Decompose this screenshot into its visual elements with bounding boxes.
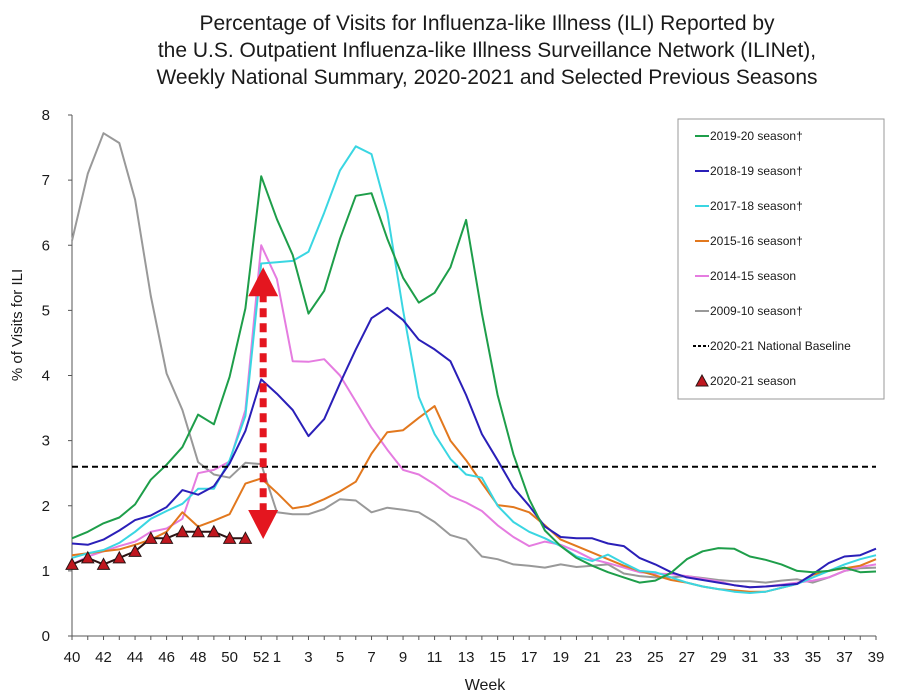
x-tick-label: 31: [742, 649, 759, 666]
x-tick-label: 44: [127, 649, 144, 666]
series-point: [159, 531, 174, 544]
x-tick-label: 50: [221, 649, 238, 666]
series-line: [71, 132, 877, 584]
legend-item: 2018-19 season†: [695, 164, 803, 178]
legend-swatch: [695, 373, 709, 387]
legend-item: 2009-10 season†: [695, 304, 803, 318]
x-axis: 40 42 44 46 48 50 52 1 3 5 7 9 11 13 15 17 19 21 23 25 27 29 3…: [64, 635, 885, 666]
legend-item: 2017-18 season†: [695, 199, 803, 213]
series-point: [238, 531, 253, 544]
legend-item: 2020-21 season: [695, 373, 796, 388]
x-tick-label: 52: [253, 649, 270, 666]
x-tick-label: 35: [805, 649, 822, 666]
series-point: [112, 550, 127, 564]
legend-label: 2020-21 National Baseline: [710, 339, 851, 353]
x-tick-label: 7: [367, 649, 375, 666]
x-tick-label: 48: [190, 649, 207, 666]
annotation-arrow-up: [248, 267, 279, 297]
y-tick-label: 4: [42, 368, 50, 385]
series-line: [71, 145, 877, 594]
legend-label: 2020-21 season: [710, 374, 796, 388]
series-7: [65, 524, 253, 570]
series-point: [222, 531, 237, 544]
series-point: [128, 544, 142, 557]
series-point: [143, 531, 158, 544]
chart-title-line-2: the U.S. Outpatient Influenza-like Illne…: [158, 39, 816, 62]
x-axis-label: Week: [465, 677, 507, 694]
legend-label: 2018-19 season†: [710, 164, 803, 178]
series-1: [71, 306, 877, 589]
series-line: [71, 306, 877, 589]
x-tick-label: 15: [489, 649, 506, 666]
annotation-arrow-down: [248, 510, 279, 540]
series-point: [191, 524, 205, 538]
chart-title: Percentage of Visits for Influenza-like …: [156, 12, 817, 89]
x-tick-label: 17: [521, 649, 538, 666]
x-tick-label: 29: [710, 649, 727, 666]
x-tick-label: 9: [399, 649, 407, 666]
legend-item: 2019-20 season†: [695, 129, 803, 143]
x-tick-label: 27: [678, 649, 695, 666]
y-tick-label: 7: [42, 172, 50, 189]
series-2: [71, 145, 877, 594]
chart-title-line-1: Percentage of Visits for Influenza-like …: [199, 12, 775, 35]
legend-label: 2014-15 season: [710, 269, 796, 283]
legend: 2019-20 season† 2018-19 season† 2017-18 se…: [677, 118, 885, 400]
legend-item: 2014-15 season: [695, 269, 796, 283]
x-tick-label: 42: [95, 649, 112, 666]
series-3: [71, 405, 877, 593]
y-tick-label: 8: [42, 107, 50, 124]
y-tick-label: 2: [42, 498, 50, 515]
y-tick-label: 1: [42, 563, 50, 580]
x-tick-label: 25: [647, 649, 664, 666]
legend-items: 2019-20 season† 2018-19 season† 2017-18 se…: [693, 129, 851, 388]
y-tick-label: 5: [42, 302, 50, 319]
series-5: [71, 132, 877, 584]
series-point: [207, 524, 221, 538]
x-tick-label: 37: [836, 649, 853, 666]
legend-label: 2017-18 season†: [710, 199, 803, 213]
x-tick-label: 21: [584, 649, 601, 666]
legend-label: 2009-10 season†: [710, 304, 803, 318]
x-tick-label: 39: [868, 649, 885, 666]
x-tick-label: 11: [427, 649, 443, 666]
series-point: [175, 524, 190, 538]
x-tick-label: 5: [336, 649, 344, 666]
x-tick-label: 46: [158, 649, 175, 666]
y-axis-label: % of Visits for ILI: [9, 269, 26, 381]
legend-label: 2019-20 season†: [710, 129, 803, 143]
series-point: [96, 557, 111, 570]
legend-item: 2020-21 National Baseline: [693, 339, 851, 353]
series-point: [65, 557, 79, 570]
series-line: [71, 175, 877, 584]
x-tick-label: 40: [64, 649, 81, 666]
series-layer: [65, 132, 877, 594]
y-tick-label: 6: [42, 237, 50, 254]
chart-title-line-3: Weekly National Summary, 2020-2021 and S…: [156, 66, 817, 89]
y-axis: 0 1 2 3 4 5 6 7 8: [42, 107, 73, 645]
x-tick-label: 19: [552, 649, 569, 666]
annotation-layer: [248, 267, 279, 540]
series-line: [71, 405, 877, 593]
x-tick-label: 13: [458, 649, 475, 666]
x-tick-label: 3: [304, 649, 312, 666]
x-tick-label: 1: [273, 649, 281, 666]
x-tick-label: 33: [773, 649, 790, 666]
y-tick-label: 3: [42, 433, 50, 450]
series-0: [71, 175, 877, 584]
legend-item: 2015-16 season†: [695, 234, 803, 248]
x-tick-label: 23: [615, 649, 632, 666]
legend-box: [677, 118, 885, 400]
y-tick-label: 0: [42, 628, 50, 645]
series-point: [80, 550, 95, 564]
legend-label: 2015-16 season†: [710, 234, 803, 248]
